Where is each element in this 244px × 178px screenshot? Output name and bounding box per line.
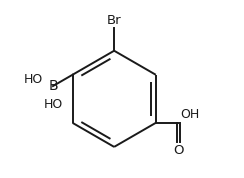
Text: HO: HO bbox=[23, 74, 43, 87]
Text: O: O bbox=[173, 144, 183, 157]
Text: B: B bbox=[48, 79, 58, 93]
Text: HO: HO bbox=[43, 98, 63, 111]
Text: OH: OH bbox=[180, 108, 200, 121]
Text: Br: Br bbox=[107, 14, 122, 27]
